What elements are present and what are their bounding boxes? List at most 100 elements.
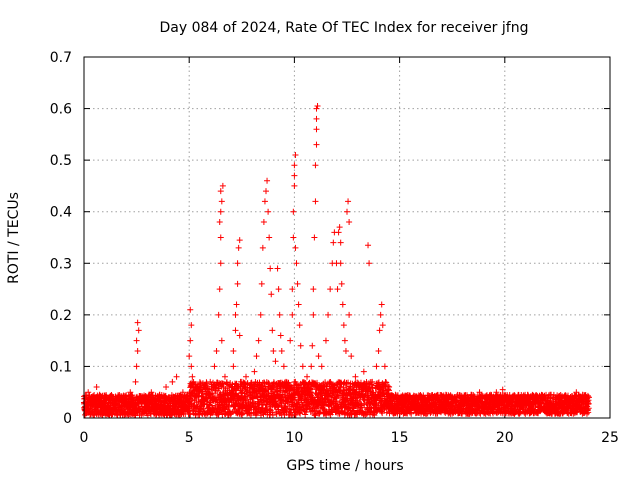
roti-point — [268, 291, 275, 298]
roti-point — [290, 234, 297, 241]
roti-point — [297, 342, 304, 349]
baseline-point — [289, 387, 296, 394]
roti-point — [232, 327, 239, 334]
roti-point — [348, 353, 355, 360]
roti-point — [270, 347, 277, 354]
roti-point — [377, 311, 384, 318]
roti-point — [219, 182, 226, 189]
roti-point — [275, 286, 282, 293]
roti-point — [346, 311, 353, 318]
baseline-point — [234, 383, 241, 390]
roti-point — [291, 162, 298, 169]
baseline-point — [215, 410, 222, 417]
roti-point — [373, 363, 380, 370]
y-tick-label: 0.2 — [50, 308, 72, 324]
roti-point — [309, 342, 316, 349]
roti-point — [360, 368, 367, 375]
baseline-point — [197, 406, 204, 413]
roti-point — [253, 353, 260, 360]
roti-point — [236, 332, 243, 339]
baseline-point — [283, 408, 290, 415]
roti-point — [217, 188, 224, 195]
baseline-point — [302, 411, 309, 418]
roti-point — [211, 363, 218, 370]
roti-point — [234, 260, 241, 267]
roti-point — [255, 337, 262, 344]
baseline-point — [266, 406, 273, 413]
baseline-point — [237, 382, 244, 389]
roti-point — [277, 332, 284, 339]
baseline-point — [297, 407, 304, 414]
roti-point — [262, 188, 269, 195]
roti-point — [235, 244, 242, 251]
roti-point — [336, 224, 343, 231]
roti-point — [251, 368, 258, 375]
y-tick-labels: 0 0.1 0.2 0.3 0.4 0.5 0.6 0.7 — [50, 50, 72, 427]
roti-point — [341, 337, 348, 344]
roti-point — [291, 172, 298, 179]
roti-point — [133, 363, 140, 370]
roti-point — [291, 182, 298, 189]
x-tick-label: 25 — [601, 430, 619, 446]
roti-point — [292, 151, 299, 158]
roti-point — [233, 301, 240, 308]
roti-point — [218, 198, 225, 205]
roti-point — [312, 162, 319, 169]
axis-ticks — [83, 56, 611, 419]
grid-lines — [84, 57, 610, 418]
roti-point — [310, 311, 317, 318]
roti-point — [366, 260, 373, 267]
roti-point — [217, 234, 224, 241]
roti-point — [296, 322, 303, 329]
roti-point — [287, 337, 294, 344]
roti-point — [274, 265, 281, 272]
roti-point — [173, 373, 180, 380]
baseline-point — [298, 403, 305, 410]
roti-point — [278, 347, 285, 354]
y-tick-label: 0.1 — [50, 359, 72, 375]
roti-point — [133, 337, 140, 344]
x-tick-label: 5 — [185, 430, 194, 446]
roti-point — [216, 286, 223, 293]
roti-point — [313, 141, 320, 148]
roti-point — [381, 363, 388, 370]
roti-point — [257, 311, 264, 318]
roti-point — [264, 177, 271, 184]
roti-point — [342, 347, 349, 354]
y-tick-label: 0.6 — [50, 102, 72, 118]
roti-point — [346, 219, 353, 226]
roti-point — [230, 347, 237, 354]
x-tick-label: 15 — [391, 430, 409, 446]
baseline-point — [262, 386, 269, 393]
roti-point — [313, 115, 320, 122]
roti-point — [259, 244, 266, 251]
x-tick-label: 0 — [80, 430, 89, 446]
roti-point — [186, 353, 193, 360]
roti-point — [289, 311, 296, 318]
roti-point — [327, 286, 334, 293]
roti-point — [217, 260, 224, 267]
roti-point — [234, 280, 241, 287]
y-tick-label: 0 — [63, 411, 72, 427]
baseline-point — [220, 380, 227, 387]
roti-point — [221, 373, 228, 380]
baseline-point — [292, 411, 299, 418]
roti-point — [315, 353, 322, 360]
roti-point — [216, 219, 223, 226]
roti-point — [169, 378, 176, 385]
roti-point — [215, 311, 222, 318]
roti-point — [345, 198, 352, 205]
roti-point — [134, 319, 141, 326]
roti-point — [379, 322, 386, 329]
roti-point — [258, 280, 265, 287]
roti-point — [230, 363, 237, 370]
roti-point — [339, 301, 346, 308]
baseline-point — [195, 392, 202, 399]
roti-point — [272, 358, 279, 365]
roti-point — [335, 229, 342, 236]
roti-point — [322, 337, 329, 344]
roti-point — [378, 301, 385, 308]
roti-point — [267, 265, 274, 272]
roti-point — [338, 280, 345, 287]
